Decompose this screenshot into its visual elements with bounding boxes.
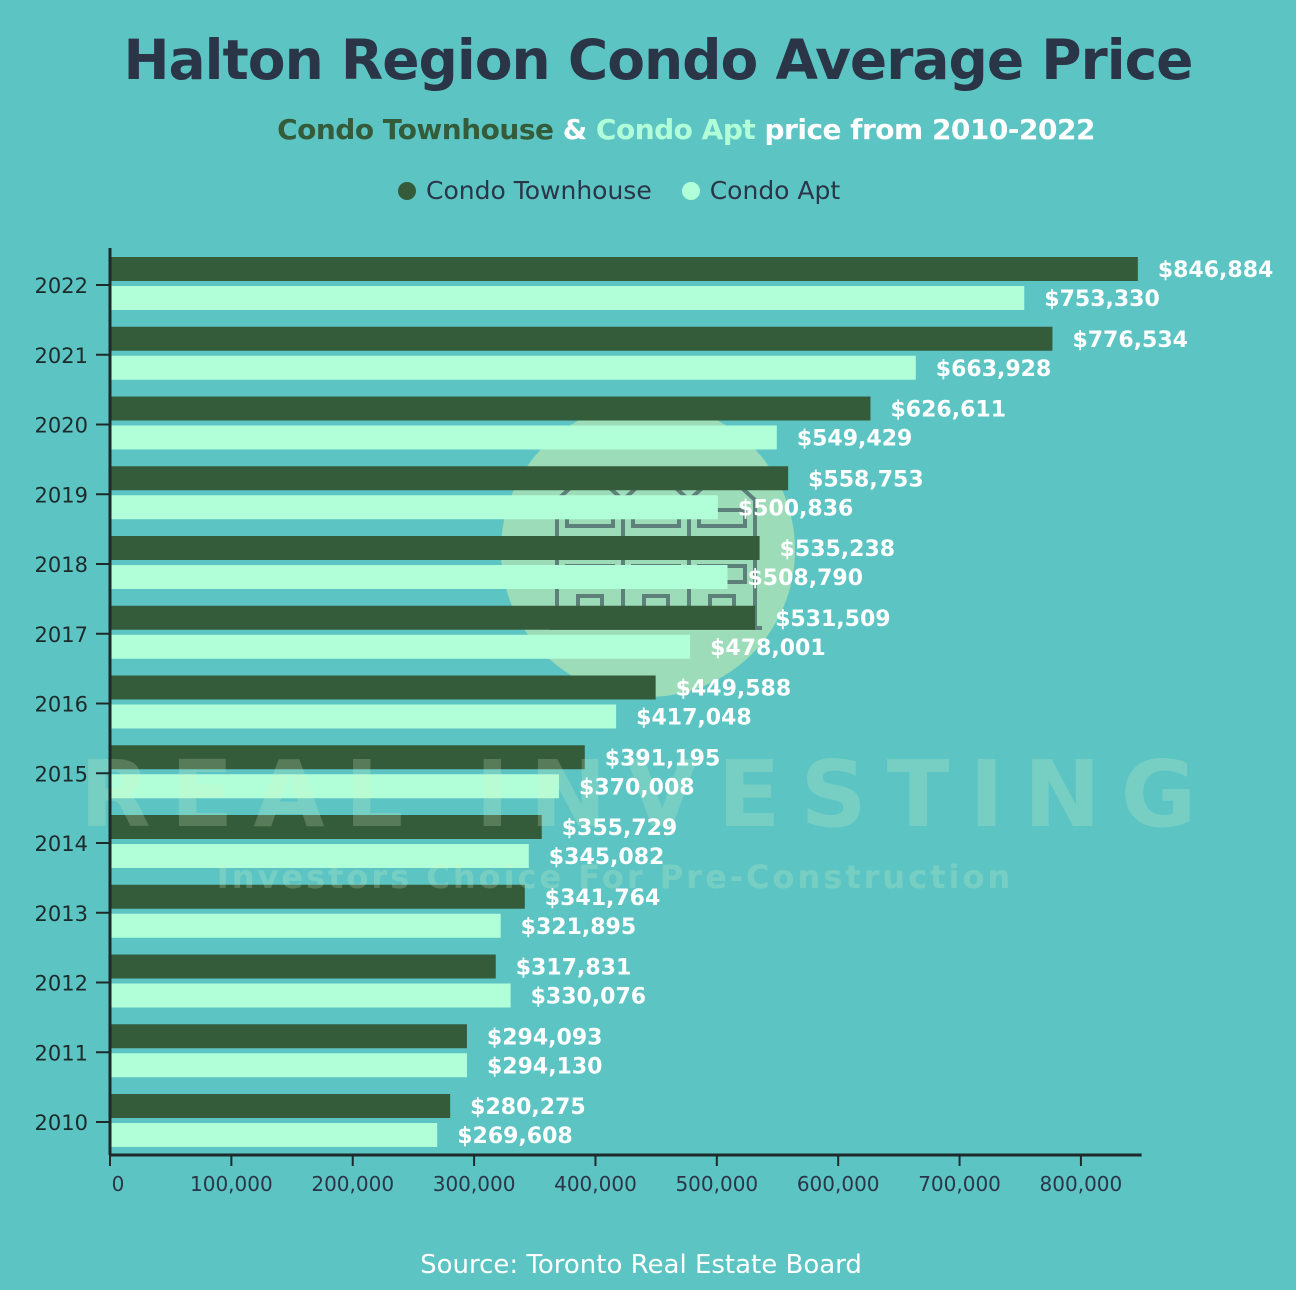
legend-item-townhouse: Condo Townhouse [398,176,652,205]
bar-apt-2016 [110,704,617,729]
y-tick-label-2021: 2021 [35,344,88,368]
x-tick-label-800000: 800,000 [1040,1172,1123,1196]
watermark-main: REAL INVESTING [80,741,1217,848]
label-apt-2012: $330,076 [531,985,647,1010]
bar-apt-2020 [110,425,777,450]
label-apt-2011: $294,130 [487,1054,603,1079]
label-townhouse-2017: $531,509 [775,607,891,632]
legend: Condo Townhouse Condo Apt [398,176,870,205]
bar-townhouse-2018 [110,536,760,560]
y-tick-label-2020: 2020 [35,414,88,438]
bars-layer [110,257,1138,1147]
bar-apt-2015 [110,774,560,799]
y-tick-label-2018: 2018 [35,553,88,577]
bar-apt-2013 [110,913,501,938]
bar-townhouse-2011 [110,1024,467,1049]
label-townhouse-2013: $341,764 [545,886,661,911]
bar-townhouse-2013 [110,884,525,909]
label-townhouse-2022: $846,884 [1158,258,1274,283]
subtitle-townhouse: Condo Townhouse [277,113,554,146]
legend-townhouse-label: Condo Townhouse [426,176,652,205]
bar-apt-2019 [110,495,718,520]
label-apt-2020: $549,429 [797,427,913,452]
label-townhouse-2010: $280,275 [470,1095,586,1120]
label-apt-2013: $321,895 [521,915,637,940]
label-townhouse-2012: $317,831 [516,956,632,981]
label-townhouse-2018: $535,238 [780,537,896,562]
bar-townhouse-2015 [110,745,585,770]
bar-townhouse-2016 [110,675,656,700]
value-labels-layer: $846,884 $753,330 $776,534 $663,928 $626,611… [457,258,1273,1149]
y-tick-label-2022: 2022 [35,274,88,298]
label-apt-2021: $663,928 [936,357,1052,382]
bar-townhouse-2020 [110,396,871,421]
bar-townhouse-2021 [110,326,1053,351]
bar-apt-2010 [110,1123,438,1147]
legend-item-apt: Condo Apt [681,176,841,205]
y-tick-label-2011: 2011 [35,1041,88,1065]
label-apt-2010: $269,608 [457,1124,573,1149]
bar-apt-2017 [110,634,691,659]
watermark-tagline: Investors Choice For Pre-Construction [217,858,1013,896]
subtitle-apt: Condo Apt [595,113,756,146]
label-townhouse-2014: $355,729 [562,816,678,841]
x-tick-label-600000: 600,000 [797,1172,880,1196]
source-note: Source: Toronto Real Estate Board [420,1250,862,1280]
label-apt-2016: $417,048 [636,706,752,731]
bar-apt-2018 [110,565,728,589]
y-tick-label-2010: 2010 [35,1111,88,1135]
y-tick-label-2015: 2015 [35,762,88,786]
bar-apt-2014 [110,844,529,868]
label-apt-2017: $478,001 [710,636,826,661]
bar-townhouse-2019 [110,466,789,491]
bar-townhouse-2022 [110,257,1138,281]
subtitle-range: price from 2010-2022 [755,113,1096,146]
bar-townhouse-2017 [110,605,756,630]
bar-townhouse-2014 [110,815,542,839]
label-apt-2019: $500,836 [738,496,854,521]
bar-apt-2012 [110,983,511,1008]
subtitle-ampersand: & [553,113,596,146]
x-tick-label-700000: 700,000 [918,1172,1001,1196]
legend-apt-swatch [681,181,700,200]
y-tick-label-2019: 2019 [35,483,88,507]
x-tick-label-200000: 200,000 [311,1172,394,1196]
label-townhouse-2011: $294,093 [487,1025,603,1050]
chart-subtitle: Condo Townhouse & Condo Apt price from 2… [0,113,1296,146]
bar-townhouse-2010 [110,1094,451,1118]
y-tick-label-2012: 2012 [35,972,88,996]
legend-townhouse-swatch [398,181,416,200]
label-apt-2014: $345,082 [549,845,665,870]
label-apt-2018: $508,790 [747,566,863,591]
chart-title: Halton Region Condo Average Price [123,28,1194,92]
bar-apt-2021 [110,355,916,380]
label-apt-2022: $753,330 [1044,287,1160,312]
y-tick-label-2016: 2016 [35,693,88,717]
y-tick-label-2017: 2017 [35,623,88,647]
label-townhouse-2021: $776,534 [1072,328,1188,353]
bar-townhouse-2012 [110,954,496,979]
label-townhouse-2020: $626,611 [890,398,1006,423]
label-townhouse-2015: $391,195 [605,746,721,771]
label-townhouse-2019: $558,753 [808,467,924,492]
x-tick-label-400000: 400,000 [554,1172,637,1196]
label-apt-2015: $370,008 [579,775,695,800]
legend-apt-label: Condo Apt [709,176,841,205]
bar-apt-2022 [110,286,1025,310]
y-tick-label-2014: 2014 [35,832,88,856]
x-tick-label-500000: 500,000 [675,1172,758,1196]
label-townhouse-2016: $449,588 [676,677,792,702]
x-tick-label-100000: 100,000 [190,1172,273,1196]
axes-layer: 2022 2021 2020 2019 2018 2017 2016 2015 2014 2013… [35,248,1142,1196]
x-tick-label-300000: 300,000 [433,1172,516,1196]
watermark-text-layer: REAL INVESTING Investors Choice For Pre-… [80,741,1217,896]
x-tick-label-0: 0 [112,1172,125,1196]
y-tick-label-2013: 2013 [35,902,88,926]
bar-apt-2011 [110,1053,467,1078]
